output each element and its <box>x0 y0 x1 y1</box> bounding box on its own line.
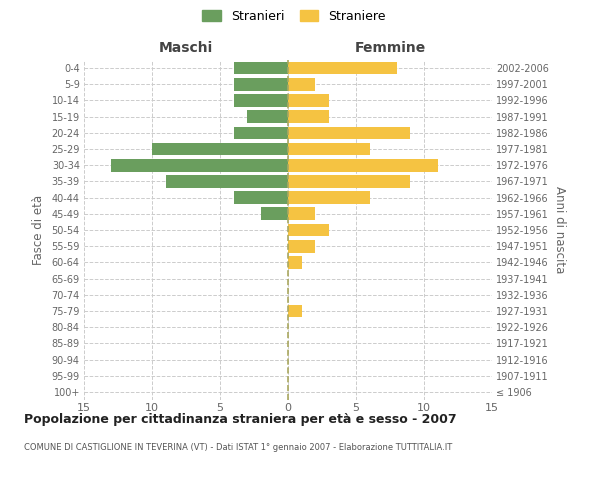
Bar <box>233 78 288 90</box>
Bar <box>166 175 288 188</box>
Bar <box>233 94 288 107</box>
Text: Maschi: Maschi <box>159 41 213 55</box>
Bar <box>288 126 410 139</box>
Bar <box>288 62 397 74</box>
Bar <box>233 192 288 204</box>
Bar <box>288 142 370 156</box>
Bar <box>288 304 302 318</box>
Bar <box>288 208 315 220</box>
Bar <box>288 159 437 172</box>
Text: Femmine: Femmine <box>355 41 425 55</box>
Bar <box>288 175 410 188</box>
Bar <box>288 224 329 236</box>
Bar <box>233 126 288 139</box>
Legend: Stranieri, Straniere: Stranieri, Straniere <box>199 6 389 26</box>
Bar <box>288 110 329 123</box>
Y-axis label: Fasce di età: Fasce di età <box>32 195 44 265</box>
Bar <box>288 78 315 90</box>
Text: Popolazione per cittadinanza straniera per età e sesso - 2007: Popolazione per cittadinanza straniera p… <box>24 412 457 426</box>
Bar <box>288 256 302 268</box>
Bar <box>233 62 288 74</box>
Bar <box>288 240 315 252</box>
Bar <box>288 94 329 107</box>
Bar <box>288 192 370 204</box>
Bar <box>111 159 288 172</box>
Bar <box>261 208 288 220</box>
Bar <box>152 142 288 156</box>
Bar <box>247 110 288 123</box>
Text: COMUNE DI CASTIGLIONE IN TEVERINA (VT) - Dati ISTAT 1° gennaio 2007 - Elaborazio: COMUNE DI CASTIGLIONE IN TEVERINA (VT) -… <box>24 442 452 452</box>
Y-axis label: Anni di nascita: Anni di nascita <box>553 186 566 274</box>
